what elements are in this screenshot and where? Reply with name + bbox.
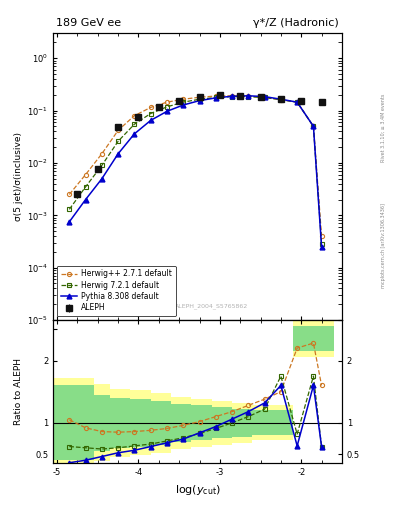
Herwig 7.2.1 default bbox=[230, 94, 234, 100]
Pythia 8.308 default bbox=[262, 94, 267, 100]
Herwig 7.2.1 default bbox=[262, 94, 267, 100]
Herwig 7.2.1 default bbox=[213, 94, 218, 100]
Herwig 7.2.1 default bbox=[295, 99, 299, 105]
Y-axis label: Ratio to ALEPH: Ratio to ALEPH bbox=[14, 358, 23, 425]
Herwig++ 2.7.1 default bbox=[246, 93, 251, 99]
Herwig++ 2.7.1 default bbox=[319, 233, 324, 239]
Text: mcplots.cern.ch [arXiv:1306.3436]: mcplots.cern.ch [arXiv:1306.3436] bbox=[381, 203, 386, 288]
Herwig++ 2.7.1 default bbox=[197, 94, 202, 100]
Herwig++ 2.7.1 default bbox=[67, 191, 72, 198]
Herwig++ 2.7.1 default bbox=[295, 99, 299, 105]
Herwig++ 2.7.1 default bbox=[132, 113, 137, 119]
Pythia 8.308 default bbox=[132, 131, 137, 137]
Pythia 8.308 default bbox=[311, 123, 316, 130]
Line: Pythia 8.308 default: Pythia 8.308 default bbox=[67, 93, 324, 249]
Pythia 8.308 default bbox=[230, 93, 234, 99]
Pythia 8.308 default bbox=[197, 98, 202, 104]
Herwig 7.2.1 default bbox=[197, 96, 202, 102]
X-axis label: $\log(y_{\rm cut})$: $\log(y_{\rm cut})$ bbox=[174, 483, 220, 497]
Herwig++ 2.7.1 default bbox=[148, 104, 153, 111]
Pythia 8.308 default bbox=[116, 151, 121, 157]
Herwig++ 2.7.1 default bbox=[311, 123, 316, 130]
Herwig 7.2.1 default bbox=[83, 184, 88, 190]
Herwig 7.2.1 default bbox=[165, 104, 169, 110]
Herwig++ 2.7.1 default bbox=[262, 94, 267, 100]
Herwig++ 2.7.1 default bbox=[99, 151, 104, 157]
Herwig 7.2.1 default bbox=[311, 123, 316, 130]
Herwig 7.2.1 default bbox=[181, 99, 185, 105]
Herwig 7.2.1 default bbox=[319, 241, 324, 247]
Text: Rivet 3.1.10; ≥ 3.4M events: Rivet 3.1.10; ≥ 3.4M events bbox=[381, 94, 386, 162]
Herwig 7.2.1 default bbox=[67, 206, 72, 212]
Pythia 8.308 default bbox=[213, 95, 218, 101]
Herwig 7.2.1 default bbox=[132, 121, 137, 127]
Herwig++ 2.7.1 default bbox=[181, 96, 185, 102]
Herwig++ 2.7.1 default bbox=[116, 127, 121, 134]
Y-axis label: σ(5 jet)/σ(inclusive): σ(5 jet)/σ(inclusive) bbox=[14, 132, 23, 221]
Pythia 8.308 default bbox=[279, 96, 283, 102]
Herwig++ 2.7.1 default bbox=[213, 93, 218, 99]
Pythia 8.308 default bbox=[99, 176, 104, 182]
Herwig++ 2.7.1 default bbox=[165, 99, 169, 105]
Text: 189 GeV ee: 189 GeV ee bbox=[56, 17, 121, 28]
Herwig 7.2.1 default bbox=[99, 162, 104, 168]
Herwig 7.2.1 default bbox=[148, 111, 153, 117]
Pythia 8.308 default bbox=[319, 244, 324, 250]
Pythia 8.308 default bbox=[181, 102, 185, 108]
Herwig 7.2.1 default bbox=[279, 97, 283, 103]
Pythia 8.308 default bbox=[83, 197, 88, 203]
Herwig++ 2.7.1 default bbox=[83, 172, 88, 178]
Line: Herwig 7.2.1 default: Herwig 7.2.1 default bbox=[67, 95, 324, 246]
Pythia 8.308 default bbox=[67, 219, 72, 225]
Pythia 8.308 default bbox=[246, 93, 251, 99]
Text: γ*/Z (Hadronic): γ*/Z (Hadronic) bbox=[253, 17, 339, 28]
Pythia 8.308 default bbox=[165, 108, 169, 114]
Legend: Herwig++ 2.7.1 default, Herwig 7.2.1 default, Pythia 8.308 default, ALEPH: Herwig++ 2.7.1 default, Herwig 7.2.1 def… bbox=[57, 266, 176, 316]
Herwig 7.2.1 default bbox=[116, 138, 121, 144]
Text: ALEPH_2004_S5765862: ALEPH_2004_S5765862 bbox=[175, 303, 248, 309]
Herwig++ 2.7.1 default bbox=[279, 97, 283, 103]
Pythia 8.308 default bbox=[148, 117, 153, 123]
Line: Herwig++ 2.7.1 default: Herwig++ 2.7.1 default bbox=[67, 94, 324, 238]
Herwig 7.2.1 default bbox=[246, 94, 251, 100]
Herwig++ 2.7.1 default bbox=[230, 93, 234, 99]
Pythia 8.308 default bbox=[295, 99, 299, 105]
